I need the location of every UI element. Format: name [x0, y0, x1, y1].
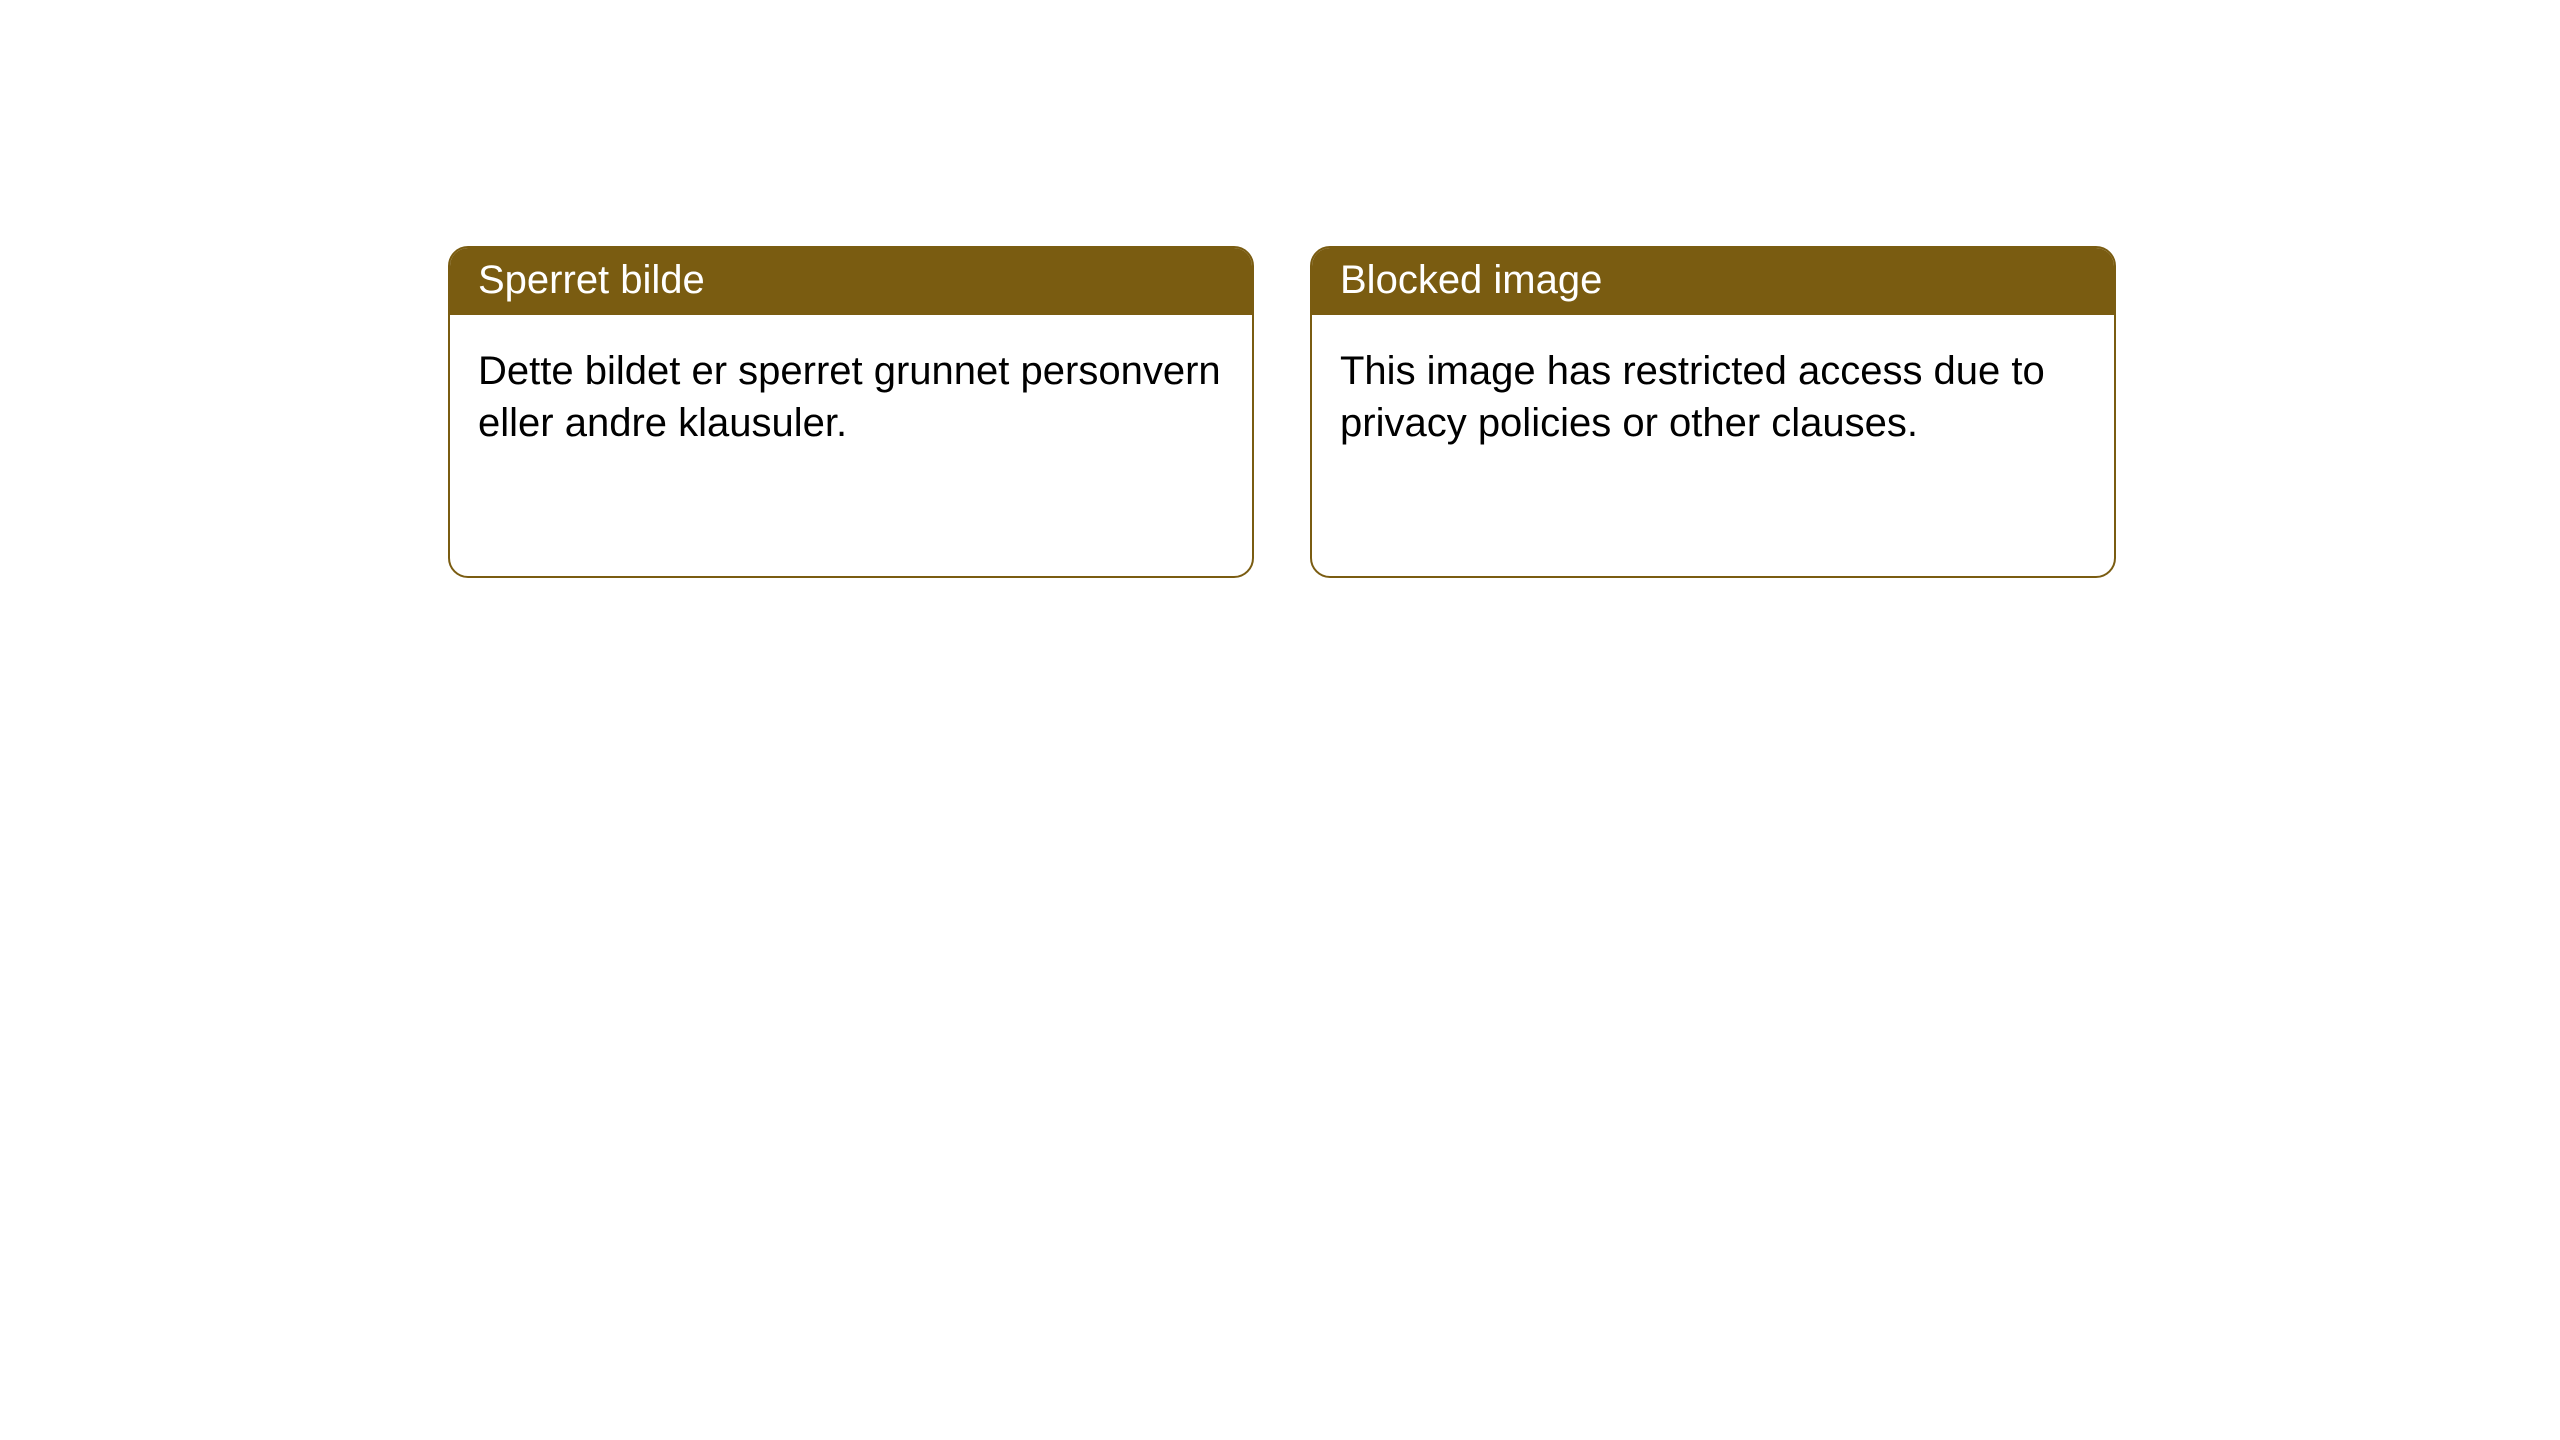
- cards-container: Sperret bilde Dette bildet er sperret gr…: [0, 0, 2560, 578]
- card-body-no: Dette bildet er sperret grunnet personve…: [450, 315, 1252, 479]
- card-header-no: Sperret bilde: [450, 248, 1252, 315]
- blocked-image-card-en: Blocked image This image has restricted …: [1310, 246, 2116, 578]
- card-body-en: This image has restricted access due to …: [1312, 315, 2114, 479]
- card-header-en: Blocked image: [1312, 248, 2114, 315]
- blocked-image-card-no: Sperret bilde Dette bildet er sperret gr…: [448, 246, 1254, 578]
